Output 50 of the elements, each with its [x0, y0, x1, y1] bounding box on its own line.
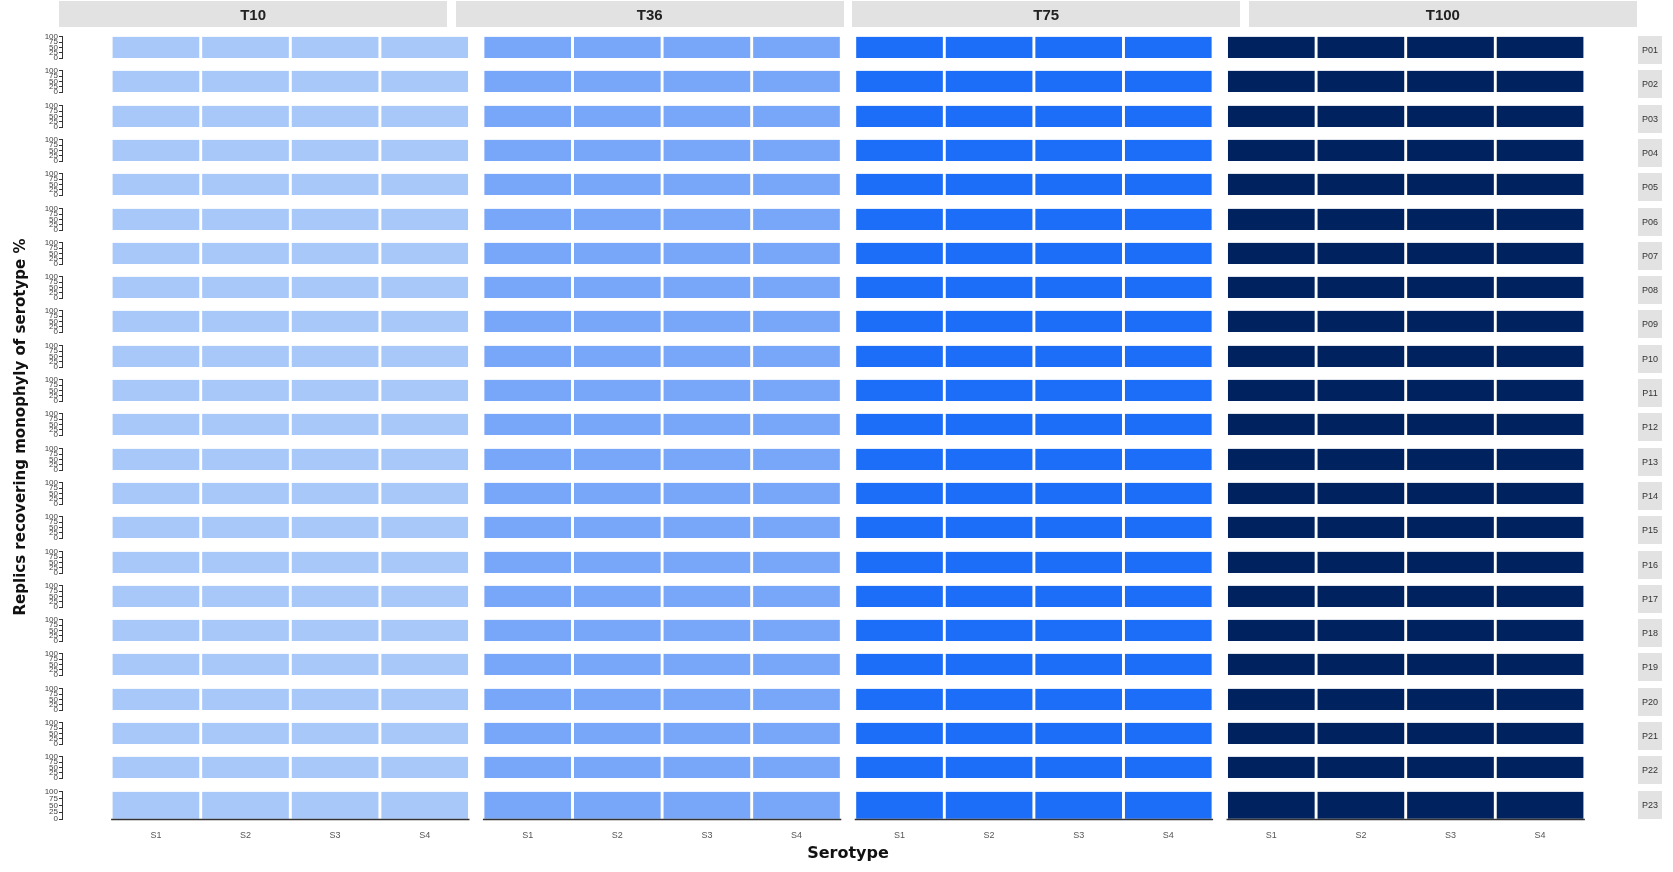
y2-axis-title: P22: [1638, 756, 1662, 785]
x-tick-label: S4: [790, 829, 802, 840]
y2-axis-title: P12: [1638, 413, 1662, 442]
y2-axis-title: P02: [1638, 70, 1662, 99]
y-tick-label: 0: [53, 813, 59, 823]
y2-axis-title: P20: [1638, 687, 1662, 716]
y2-axis-title: P13: [1638, 447, 1662, 476]
y-tick-label: 100: [44, 786, 59, 796]
x-tick-label: S2: [1355, 829, 1367, 840]
y-axis-title: Replics recovering monophyly of serotype %: [11, 238, 29, 616]
y2-axis-title: P03: [1638, 104, 1662, 133]
y2-axis-title: P08: [1638, 276, 1662, 305]
x-tick-label: S3: [329, 829, 341, 840]
y-tick-label: 75: [49, 793, 59, 803]
x-tick-label: S1: [1265, 829, 1277, 840]
x-tick-label: S3: [701, 829, 713, 840]
y2-axis-title: P11: [1638, 379, 1662, 407]
text: T75: [852, 1, 1241, 27]
x-tick-label: S3: [1444, 829, 1456, 840]
y2-axis-title: P04: [1638, 138, 1662, 167]
x-tick-label: S3: [1073, 829, 1085, 840]
x-tick-label: S2: [240, 829, 252, 840]
x-tick-label: S1: [522, 829, 534, 840]
y-tick-label: 25: [49, 807, 59, 816]
y2-axis-title: P10: [1638, 344, 1662, 373]
y-tick-label: 50: [49, 800, 59, 810]
x-tick-label: S1: [894, 829, 906, 840]
text: T10: [59, 1, 448, 27]
y2-axis-title: P14: [1638, 481, 1662, 510]
y2-axis-title: P07: [1638, 241, 1662, 270]
y2-axis-title: P23: [1638, 790, 1662, 819]
y2-axis-title: P15: [1638, 516, 1662, 545]
x-tick-label: S2: [983, 829, 995, 840]
text: T100: [1248, 1, 1637, 27]
x-tick-label: S2: [611, 829, 623, 840]
y2-axis-title: P21: [1638, 722, 1662, 750]
y2-axis-title: P09: [1638, 310, 1662, 339]
x-tick-label: S4: [419, 829, 431, 840]
text: T36: [455, 1, 844, 27]
y2-axis-title: P17: [1638, 584, 1662, 613]
y2-axis-title: P16: [1638, 550, 1662, 579]
x-tick-label: S1: [150, 829, 162, 840]
y2-axis-title: P05: [1638, 173, 1662, 202]
y2-axis-title: P01: [1638, 36, 1662, 64]
x-tick-label: S4: [1162, 829, 1174, 840]
x-tick-label: S4: [1534, 829, 1546, 840]
x-axis-title: Serotype: [807, 842, 889, 862]
y2-axis-title: P18: [1638, 619, 1662, 648]
y2-axis-title: P06: [1638, 207, 1662, 236]
y2-axis-title: P19: [1638, 653, 1662, 682]
